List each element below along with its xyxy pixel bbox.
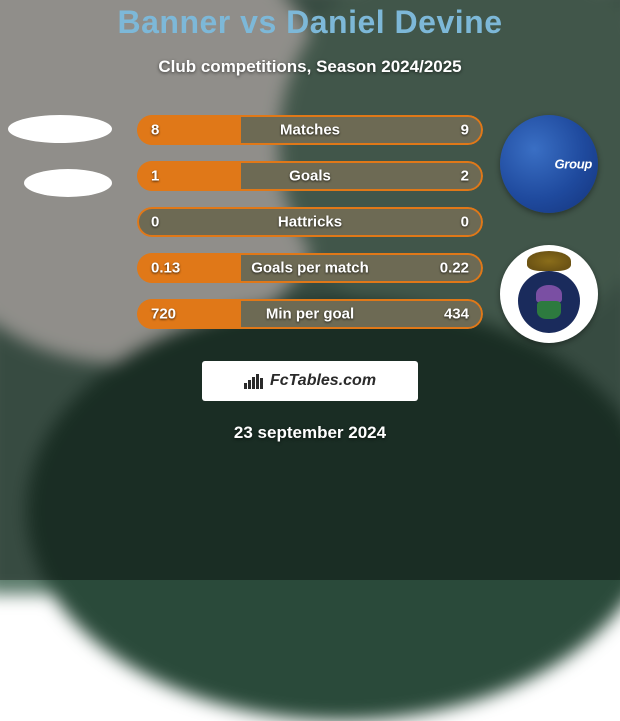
- stat-value-left: 0.13: [151, 260, 180, 277]
- stat-label: Hattricks: [278, 214, 342, 231]
- player-silhouette-left: [8, 115, 112, 197]
- stat-value-left: 720: [151, 306, 176, 323]
- stat-value-right: 434: [444, 306, 469, 323]
- stat-value-right: 2: [461, 168, 469, 185]
- stat-value-left: 8: [151, 122, 159, 139]
- club-badges-right: Group: [500, 115, 600, 375]
- stat-bar-row: Min per goal 720 434: [137, 299, 483, 329]
- stat-label: Min per goal: [266, 306, 354, 323]
- silhouette-shape: [24, 169, 112, 197]
- badge-thistle-icon: [534, 285, 564, 321]
- page-title: Banner vs Daniel Devine: [0, 4, 620, 41]
- stat-bar-row: Hattricks 0 0: [137, 207, 483, 237]
- badge-text: Group: [555, 157, 593, 172]
- stat-label: Goals: [289, 168, 331, 185]
- stat-bars: Matches 8 9 Goals 1 2 Hattricks 0 0 Goals per mat…: [137, 115, 483, 345]
- stat-value-right: 0: [461, 214, 469, 231]
- club-badge-1: Group: [500, 115, 598, 213]
- comparison-area: Group Matches 8 9 Goals 1 2 Hattricks 0 0 Goals p…: [0, 115, 620, 343]
- stat-bar-row: Goals per match 0.13 0.22: [137, 253, 483, 283]
- date-text: 23 september 2024: [0, 423, 620, 443]
- stats-comparison-widget: Banner vs Daniel Devine Club competition…: [0, 0, 620, 580]
- brand-text: FcTables.com: [270, 372, 376, 390]
- club-badge-2: [500, 245, 598, 343]
- stat-bar-row: Matches 8 9: [137, 115, 483, 145]
- footer-brand-box: FcTables.com: [202, 361, 418, 401]
- fctables-logo-icon: [244, 374, 263, 389]
- stat-value-left: 1: [151, 168, 159, 185]
- stat-value-right: 0.22: [440, 260, 469, 277]
- stat-bar-row: Goals 1 2: [137, 161, 483, 191]
- badge-eagle-icon: [527, 251, 571, 271]
- stat-value-right: 9: [461, 122, 469, 139]
- stat-label: Matches: [280, 122, 340, 139]
- stat-label: Goals per match: [251, 260, 369, 277]
- subtitle: Club competitions, Season 2024/2025: [0, 57, 620, 77]
- stat-value-left: 0: [151, 214, 159, 231]
- content-area: Banner vs Daniel Devine Club competition…: [0, 0, 620, 580]
- silhouette-shape: [8, 115, 112, 143]
